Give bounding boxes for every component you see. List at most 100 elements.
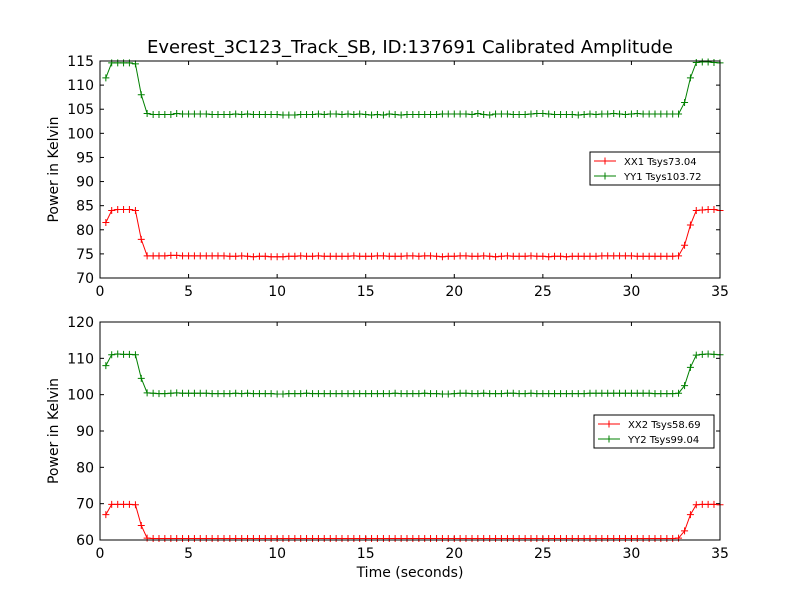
data-point: [692, 351, 700, 359]
data-point: [515, 252, 523, 260]
data-point: [338, 390, 346, 398]
data-point: [255, 390, 263, 398]
data-point: [202, 110, 210, 118]
data-point: [574, 252, 582, 260]
data-point: [167, 535, 175, 543]
data-point: [604, 535, 612, 543]
data-point: [562, 535, 570, 543]
data-point: [574, 390, 582, 398]
data-point: [474, 390, 482, 398]
y-tick-label: 90: [76, 175, 94, 191]
lower-subplot: 0 5 10 15 20 25 30 35 60 70 80 90 100 110 120 Power in …: [46, 315, 729, 562]
data-point: [208, 252, 216, 260]
data-point: [303, 389, 311, 397]
data-point: [409, 111, 417, 119]
data-point: [427, 535, 435, 543]
data-point: [686, 511, 694, 519]
data-point: [373, 252, 381, 260]
data-point: [444, 535, 452, 543]
data-point: [456, 252, 464, 260]
data-point: [598, 389, 606, 397]
y-tick-label: 100: [67, 388, 94, 404]
data-point: [551, 252, 559, 260]
data-point: [627, 110, 635, 118]
data-point: [698, 350, 706, 358]
data-point: [155, 390, 163, 398]
data-point: [551, 535, 559, 543]
data-point: [332, 390, 340, 398]
data-point: [350, 252, 358, 260]
data-point: [492, 535, 500, 543]
data-point: [173, 389, 181, 397]
data-point: [350, 535, 358, 543]
x-tick-label: 20: [445, 546, 463, 562]
data-point: [261, 111, 269, 119]
data-point: [586, 389, 594, 397]
data-point: [645, 252, 653, 260]
data-point: [438, 110, 446, 118]
data-point: [356, 110, 364, 118]
data-point: [616, 535, 624, 543]
y-tick-label: 75: [76, 247, 94, 263]
data-point: [202, 389, 210, 397]
data-point: [326, 535, 334, 543]
data-point: [427, 252, 435, 260]
data-point: [238, 390, 246, 398]
legend-label: YY2 Tsys99.04: [627, 435, 699, 446]
data-point: [362, 535, 370, 543]
data-point: [433, 252, 441, 260]
data-point: [403, 111, 411, 119]
data-point: [639, 389, 647, 397]
data-point: [586, 252, 594, 260]
data-point: [610, 389, 618, 397]
data-point: [179, 252, 187, 260]
data-point: [669, 535, 677, 543]
data-point: [285, 252, 293, 260]
data-point: [303, 252, 311, 260]
data-point: [710, 500, 718, 508]
data-point: [255, 535, 263, 543]
data-point: [527, 535, 535, 543]
data-point: [433, 535, 441, 543]
data-point: [515, 390, 523, 398]
data-point: [533, 535, 541, 543]
data-point: [598, 535, 606, 543]
data-point: [421, 252, 429, 260]
data-point: [143, 252, 151, 260]
data-point: [710, 206, 718, 214]
data-point: [149, 535, 157, 543]
data-point: [486, 252, 494, 260]
data-point: [621, 111, 629, 119]
data-point: [462, 535, 470, 543]
data-point: [196, 252, 204, 260]
data-point: [120, 500, 128, 508]
y-tick-label: 95: [76, 150, 94, 166]
data-point: [244, 389, 252, 397]
data-point: [492, 110, 500, 118]
data-point: [214, 390, 222, 398]
data-point: [480, 389, 488, 397]
data-point: [350, 111, 358, 119]
data-point: [143, 534, 151, 542]
data-point: [226, 252, 234, 260]
data-point: [415, 390, 423, 398]
data-point: [137, 521, 145, 529]
data-point: [267, 390, 275, 398]
data-point: [149, 389, 157, 397]
data-point: [368, 111, 376, 119]
data-point: [681, 98, 689, 106]
data-point: [362, 390, 370, 398]
data-point: [291, 390, 299, 398]
data-point: [297, 535, 305, 543]
data-point: [527, 389, 535, 397]
data-point: [438, 535, 446, 543]
data-point: [533, 252, 541, 260]
data-point: [545, 110, 553, 118]
x-tick-label: 25: [534, 546, 552, 562]
data-point: [303, 111, 311, 119]
y-tick-label: 90: [76, 424, 94, 440]
data-point: [598, 110, 606, 118]
data-point: [285, 535, 293, 543]
data-point: [545, 253, 553, 261]
